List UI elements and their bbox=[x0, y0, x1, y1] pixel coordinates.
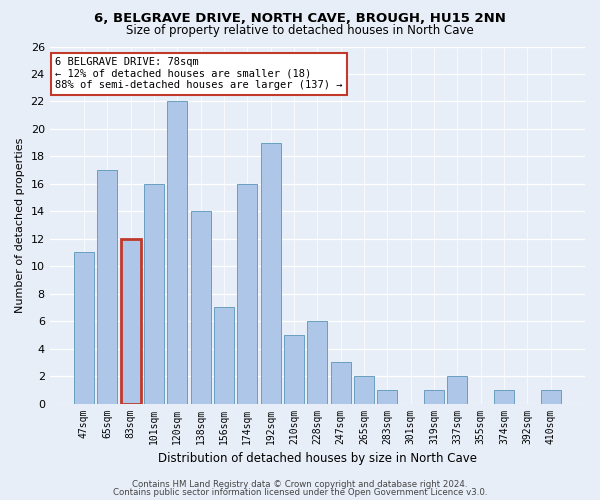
Bar bbox=[284, 335, 304, 404]
Text: Contains HM Land Registry data © Crown copyright and database right 2024.: Contains HM Land Registry data © Crown c… bbox=[132, 480, 468, 489]
Bar bbox=[191, 212, 211, 404]
Bar bbox=[331, 362, 350, 404]
Bar bbox=[144, 184, 164, 404]
Text: Contains public sector information licensed under the Open Government Licence v3: Contains public sector information licen… bbox=[113, 488, 487, 497]
X-axis label: Distribution of detached houses by size in North Cave: Distribution of detached houses by size … bbox=[158, 452, 477, 465]
Bar bbox=[448, 376, 467, 404]
Bar bbox=[214, 308, 234, 404]
Text: Size of property relative to detached houses in North Cave: Size of property relative to detached ho… bbox=[126, 24, 474, 37]
Text: 6, BELGRAVE DRIVE, NORTH CAVE, BROUGH, HU15 2NN: 6, BELGRAVE DRIVE, NORTH CAVE, BROUGH, H… bbox=[94, 12, 506, 26]
Bar bbox=[121, 239, 140, 404]
Bar bbox=[377, 390, 397, 404]
Bar bbox=[167, 102, 187, 404]
Y-axis label: Number of detached properties: Number of detached properties bbox=[15, 138, 25, 312]
Bar bbox=[494, 390, 514, 404]
Bar bbox=[541, 390, 560, 404]
Text: 6 BELGRAVE DRIVE: 78sqm
← 12% of detached houses are smaller (18)
88% of semi-de: 6 BELGRAVE DRIVE: 78sqm ← 12% of detache… bbox=[55, 57, 343, 90]
Bar bbox=[307, 321, 327, 404]
Bar bbox=[424, 390, 444, 404]
Bar bbox=[261, 142, 281, 404]
Bar bbox=[354, 376, 374, 404]
Bar bbox=[238, 184, 257, 404]
Bar bbox=[97, 170, 117, 404]
Bar bbox=[74, 252, 94, 404]
